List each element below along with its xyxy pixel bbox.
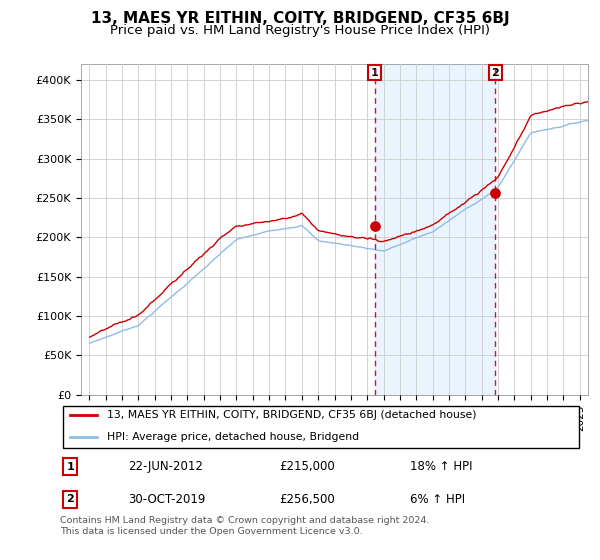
Text: £256,500: £256,500 — [279, 493, 335, 506]
Text: HPI: Average price, detached house, Bridgend: HPI: Average price, detached house, Brid… — [107, 432, 359, 442]
Bar — [375, 64, 495, 395]
Text: 18% ↑ HPI: 18% ↑ HPI — [410, 460, 472, 473]
Text: £215,000: £215,000 — [279, 460, 335, 473]
Text: 1: 1 — [67, 461, 74, 472]
Text: 2: 2 — [491, 68, 499, 78]
Text: 22-JUN-2012: 22-JUN-2012 — [128, 460, 203, 473]
Text: 1: 1 — [371, 68, 379, 78]
Point — [490, 189, 500, 198]
Text: Contains HM Land Registry data © Crown copyright and database right 2024.
This d: Contains HM Land Registry data © Crown c… — [60, 516, 430, 536]
Text: Price paid vs. HM Land Registry's House Price Index (HPI): Price paid vs. HM Land Registry's House … — [110, 24, 490, 37]
FancyBboxPatch shape — [62, 405, 580, 449]
Text: 13, MAES YR EITHIN, COITY, BRIDGEND, CF35 6BJ (detached house): 13, MAES YR EITHIN, COITY, BRIDGEND, CF3… — [107, 410, 476, 420]
Text: 2: 2 — [67, 494, 74, 505]
Text: 30-OCT-2019: 30-OCT-2019 — [128, 493, 205, 506]
Text: 13, MAES YR EITHIN, COITY, BRIDGEND, CF35 6BJ: 13, MAES YR EITHIN, COITY, BRIDGEND, CF3… — [91, 11, 509, 26]
Text: 6% ↑ HPI: 6% ↑ HPI — [410, 493, 465, 506]
Point — [370, 221, 380, 230]
